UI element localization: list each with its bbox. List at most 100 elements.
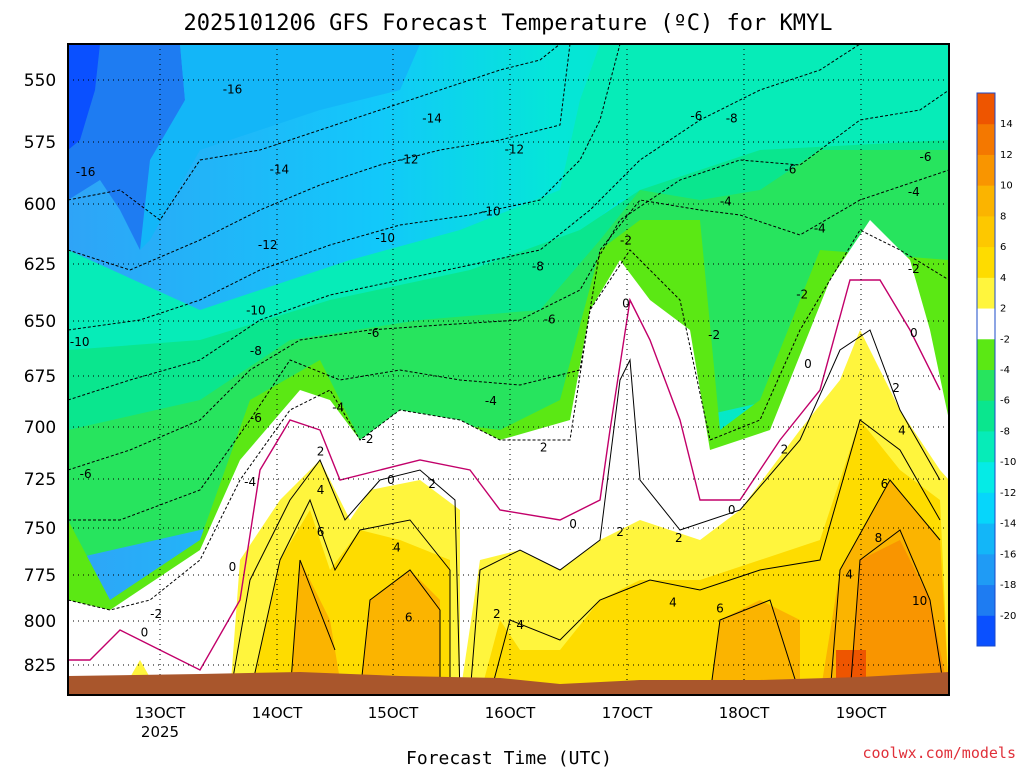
- contour-label: -2: [362, 432, 374, 446]
- colorbar-swatch: [977, 338, 995, 370]
- plot-area: -16 -16 -14 -14 -12 -12 -12 -10 -10 -10 -10 -8 -8 -6 -…: [68, 44, 949, 695]
- contour-label: 6: [716, 601, 724, 615]
- contour-labels: -16 -16 -14 -14 -12 -12 -12 -10 -10 -10 -10 -8 -8 -6 -…: [70, 83, 932, 640]
- contour-plus-2b: [469, 329, 941, 695]
- credit-text: coolwx.com/models: [862, 744, 1016, 762]
- colorbar-swatch: [977, 185, 995, 217]
- colorbar-tick-label: -20: [1000, 611, 1016, 622]
- contour-plus-4: [249, 419, 941, 695]
- y-tick-label: 575: [24, 133, 56, 153]
- contour-label: 0: [387, 473, 395, 487]
- contour-label: -4: [244, 475, 256, 489]
- colorbar-swatch: [977, 93, 995, 125]
- contour-label: -12: [505, 142, 525, 156]
- colorbar-tick-label: 14: [1000, 119, 1013, 130]
- contour-label: 2: [781, 442, 789, 456]
- contour-label: -16: [223, 83, 243, 97]
- contour-label: 2: [540, 440, 548, 454]
- contour-label: -2: [796, 287, 808, 301]
- colorbar-tick-label: 12: [1000, 150, 1013, 161]
- x-tick-label: 14OCT: [252, 704, 303, 722]
- colorbar-swatch: [977, 492, 995, 524]
- contour-label: -6: [690, 109, 702, 123]
- contour-minus-8: [68, 44, 861, 401]
- band-plus-10: [836, 650, 866, 680]
- x-tick-label: 13OCT: [135, 704, 186, 722]
- contour-label: 2: [428, 477, 436, 491]
- contour-plus-6: [289, 479, 941, 695]
- contour-label: -10: [70, 335, 90, 349]
- band-plus-8: [850, 540, 949, 695]
- colorbar-swatch: [977, 154, 995, 186]
- contour-minus-14: [68, 44, 561, 221]
- colorbar-tick-label: 10: [1000, 181, 1013, 192]
- colorbar-swatch: [977, 369, 995, 401]
- contour-label: -6: [784, 163, 796, 177]
- colorbar-tick-label: -4: [1000, 365, 1010, 376]
- contour-label: -4: [814, 221, 826, 235]
- terrain: [68, 672, 949, 695]
- contour-label: 6: [405, 611, 413, 625]
- x-tick-label: 19OCT: [836, 704, 887, 722]
- contour-label: -14: [270, 163, 290, 177]
- x-tick-label: 15OCT: [368, 704, 419, 722]
- y-tick-label: 750: [24, 519, 56, 539]
- colorbar-tick-label: -14: [1000, 519, 1016, 530]
- contour-label: 0: [804, 357, 812, 371]
- colorbar-tick-label: 2: [1000, 304, 1006, 315]
- y-tick-label: 650: [24, 312, 56, 332]
- colorbar-tick-label: -16: [1000, 549, 1016, 560]
- colorbar-tick-label: -18: [1000, 580, 1016, 591]
- colorbar-swatch: [977, 277, 995, 309]
- colorbar-tick-label: -12: [1000, 488, 1016, 499]
- contour-label: -8: [532, 259, 544, 273]
- y-tick-label: 550: [24, 71, 56, 91]
- colorbar-swatch: [977, 123, 995, 155]
- contour-minus-6: [68, 89, 949, 471]
- contour-label: 6: [317, 525, 325, 539]
- contour-label: -12: [258, 238, 278, 252]
- contour-label: 0: [569, 517, 577, 531]
- contour-zero: [68, 279, 941, 671]
- contour-label: -6: [920, 150, 932, 164]
- contour-label: -12: [399, 152, 419, 166]
- contour-label: 4: [669, 596, 677, 610]
- band-plus-6: [290, 480, 949, 695]
- contour-minus-4: [68, 169, 949, 521]
- plot-frame: [67, 43, 950, 696]
- x-tick-label: 17OCT: [602, 704, 653, 722]
- contour-label: 2: [616, 525, 624, 539]
- contour-label: 0: [622, 297, 630, 311]
- y-tick-label: 675: [24, 367, 56, 387]
- colorbar-swatch: [977, 308, 995, 340]
- colorbar-swatch: [977, 584, 995, 616]
- colorbar-frame: [976, 92, 996, 647]
- colorbar-tick-label: -6: [1000, 396, 1010, 407]
- contour-label: -4: [908, 185, 920, 199]
- contour-minus-2: [68, 229, 949, 611]
- grid: [68, 44, 949, 695]
- x-tick-label: 16OCT: [485, 704, 536, 722]
- colorbar-swatch: [977, 246, 995, 278]
- x-axis-label: Forecast Time (UTC): [406, 748, 612, 768]
- contour-label: -6: [544, 312, 556, 326]
- y-tick-label: 800: [24, 612, 56, 632]
- contour-label: -4: [485, 394, 497, 408]
- contour-label: 4: [898, 424, 906, 438]
- y-tick-label: 600: [24, 195, 56, 215]
- contour-label: -10: [481, 205, 501, 219]
- contour-label: 4: [516, 618, 524, 632]
- contour-label: -4: [720, 195, 732, 209]
- contour-label: -14: [422, 112, 442, 126]
- contour-label: 4: [393, 541, 401, 555]
- colorbar-tick-label: 4: [1000, 273, 1006, 284]
- contour-label: -6: [250, 411, 262, 425]
- band-minus-22: [68, 44, 100, 150]
- contour-minus-10: [68, 44, 621, 331]
- x-tick-sublabel: 2025: [141, 723, 179, 741]
- contour-label: 2: [493, 607, 501, 621]
- colorbar-swatch: [977, 523, 995, 555]
- chart-title: 2025101206 GFS Forecast Temperature (ºC)…: [183, 11, 832, 36]
- colorbar-swatch: [977, 615, 995, 647]
